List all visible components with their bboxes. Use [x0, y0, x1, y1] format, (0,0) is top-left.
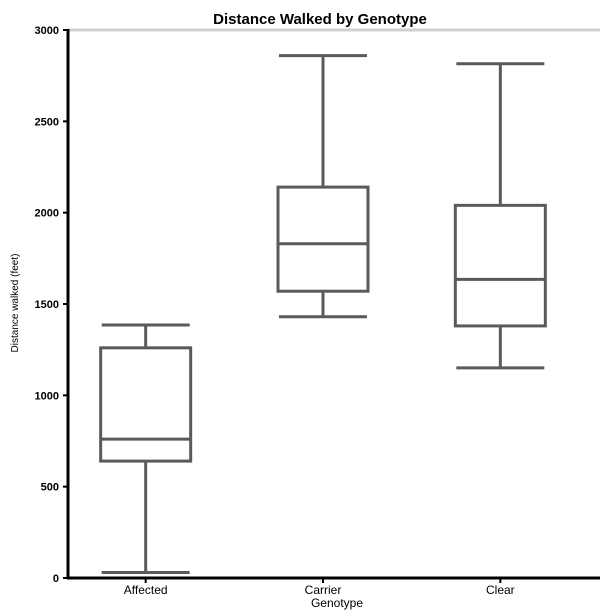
box-series: [99, 54, 547, 575]
x-axis-title: Genotype: [311, 596, 363, 610]
y-tick-label: 0: [53, 573, 59, 585]
y-tick-label: 1000: [35, 390, 59, 402]
chart-title: Distance Walked by Genotype: [213, 11, 427, 28]
box-clear: [453, 62, 547, 370]
x-axis: Affected Carrier Clear: [67, 576, 600, 597]
y-axis: 0 500 1000 1500 2000 2500 3000: [35, 25, 70, 585]
x-tick-label: Clear: [486, 583, 515, 597]
y-axis-title: Distance walked (feet): [10, 254, 21, 353]
y-tick-label: 3000: [35, 25, 59, 37]
iqr-box: [99, 346, 193, 463]
y-tick-label: 2000: [35, 208, 59, 220]
iqr-box: [276, 185, 370, 293]
y-tick-label: 500: [41, 482, 59, 494]
box-carrier: [276, 54, 370, 319]
y-tick-label: 1500: [35, 299, 59, 311]
x-tick-label: Affected: [124, 583, 168, 597]
x-tick-label: Carrier: [305, 583, 342, 597]
y-tick-label: 2500: [35, 116, 59, 128]
box-affected: [99, 323, 193, 575]
iqr-box: [453, 203, 547, 328]
